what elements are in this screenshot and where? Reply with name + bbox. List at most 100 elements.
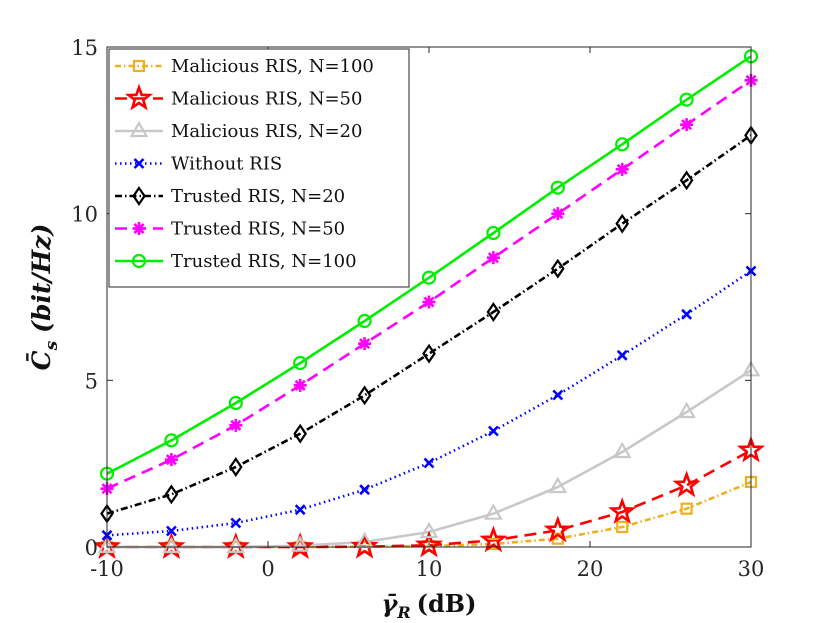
data-point — [612, 441, 632, 459]
data-point — [422, 343, 436, 364]
series-line-malicious-ris-n-50 — [107, 449, 752, 549]
data-point — [616, 520, 629, 534]
legend-marker — [133, 158, 145, 169]
data-point — [293, 378, 307, 392]
x-tick-label: 10 — [416, 557, 443, 581]
legend-marker — [131, 253, 147, 269]
data-point — [677, 401, 697, 419]
data-point — [487, 425, 499, 437]
data-point — [551, 207, 565, 221]
data-point — [290, 535, 310, 552]
data-point — [357, 313, 372, 329]
y-tick-label: 0 — [85, 536, 98, 560]
data-point — [543, 515, 572, 543]
legend-marker — [132, 59, 146, 73]
data-point — [615, 213, 630, 234]
data-point — [679, 170, 694, 191]
legend-label: Malicious RIS, N=50 — [171, 89, 362, 110]
legend-item-malicious-ris-n-100: Malicious RIS, N=100 — [115, 56, 374, 77]
x-tick-label: 0 — [261, 557, 274, 581]
y-tick-labels: 0 5 10 15 — [71, 36, 98, 560]
data-point — [672, 470, 701, 498]
legend-item-malicious-ris-n-20: Malicious RIS, N=20 — [115, 120, 362, 142]
data-point — [357, 385, 372, 406]
axis-ticks — [106, 46, 752, 548]
data-point — [164, 453, 178, 467]
data-point — [228, 457, 243, 477]
x-tick-label: 20 — [577, 557, 604, 581]
legend-label: Trusted RIS, N=50 — [171, 219, 345, 240]
data-point — [293, 355, 308, 371]
data-point — [615, 137, 630, 152]
legend-items: Malicious RIS, N=100 Malicious RIS, N=50 M… — [115, 56, 374, 272]
x-tick-label: 30 — [738, 557, 765, 581]
x-tick-label: -10 — [90, 557, 124, 581]
data-point — [486, 251, 500, 265]
legend-label: Trusted RIS, N=20 — [171, 186, 345, 207]
data-point — [615, 162, 629, 176]
series-markers-malicious-ris-n-50 — [92, 435, 766, 560]
legend-marker — [129, 120, 149, 138]
data-point — [486, 225, 501, 241]
data-point — [97, 536, 117, 554]
data-point — [164, 484, 179, 505]
x-axis-label: γ̄R (dB) — [382, 589, 477, 622]
legend-box — [108, 48, 410, 288]
data-point — [548, 476, 568, 494]
data-point — [483, 503, 503, 520]
legend-marker — [132, 186, 146, 206]
y-tick-label: 5 — [85, 369, 98, 393]
legend-item-malicious-ris-n-50: Malicious RIS, N=50 — [115, 83, 362, 111]
data-point — [358, 337, 372, 351]
data-point — [552, 389, 564, 401]
data-point — [486, 302, 501, 322]
legend: Malicious RIS, N=100 Malicious RIS, N=50 M… — [108, 48, 410, 288]
x-tick-labels: -10 0 10 20 30 — [90, 557, 764, 581]
data-point — [479, 525, 508, 553]
data-point — [680, 502, 693, 515]
legend-label: Trusted RIS, N=100 — [171, 251, 357, 272]
data-point — [161, 536, 181, 554]
series-line-without-ris — [106, 269, 752, 537]
data-point — [293, 423, 308, 444]
data-point — [229, 418, 243, 432]
data-point — [422, 295, 436, 309]
data-point — [680, 118, 694, 132]
data-point — [226, 536, 246, 554]
series-markers-trusted-ris-n-20 — [100, 125, 758, 524]
data-point — [423, 457, 435, 469]
data-point — [230, 517, 242, 529]
series-line-trusted-ris-n-20 — [106, 134, 752, 515]
legend-item-trusted-ris-n-100: Trusted RIS, N=100 — [115, 251, 357, 272]
data-point — [359, 484, 371, 496]
legend-item-trusted-ris-n-50: Trusted RIS, N=50 — [115, 219, 345, 240]
data-point — [421, 270, 437, 285]
data-point — [681, 308, 693, 320]
y-tick-label: 10 — [71, 203, 98, 227]
series-markers-malicious-ris-n-100 — [100, 475, 758, 554]
data-point — [414, 530, 444, 558]
legend-marker — [132, 222, 146, 235]
data-point — [419, 521, 439, 539]
legend-item-without-ris: Without RIS — [115, 154, 282, 175]
series-markers-malicious-ris-n-20 — [97, 360, 761, 554]
legend-item-trusted-ris-n-20: Trusted RIS, N=20 — [115, 186, 345, 207]
legend-label: Without RIS — [171, 154, 282, 175]
data-point — [679, 92, 694, 107]
y-tick-label: 15 — [71, 36, 98, 60]
data-point — [228, 395, 243, 411]
legend-label: Malicious RIS, N=20 — [171, 121, 362, 142]
data-point — [550, 180, 565, 195]
data-point — [608, 497, 637, 525]
series-line-trusted-ris-n-100 — [106, 55, 752, 475]
legend-label: Malicious RIS, N=100 — [171, 56, 374, 77]
series-line-malicious-ris-n-20 — [107, 369, 752, 549]
data-point — [294, 504, 306, 516]
y-axis-label: C̄s(bit/Hz) — [26, 224, 62, 371]
data-point — [616, 349, 628, 361]
data-point — [550, 258, 565, 279]
data-point — [164, 433, 179, 448]
data-point — [350, 531, 379, 559]
data-point — [165, 525, 177, 537]
